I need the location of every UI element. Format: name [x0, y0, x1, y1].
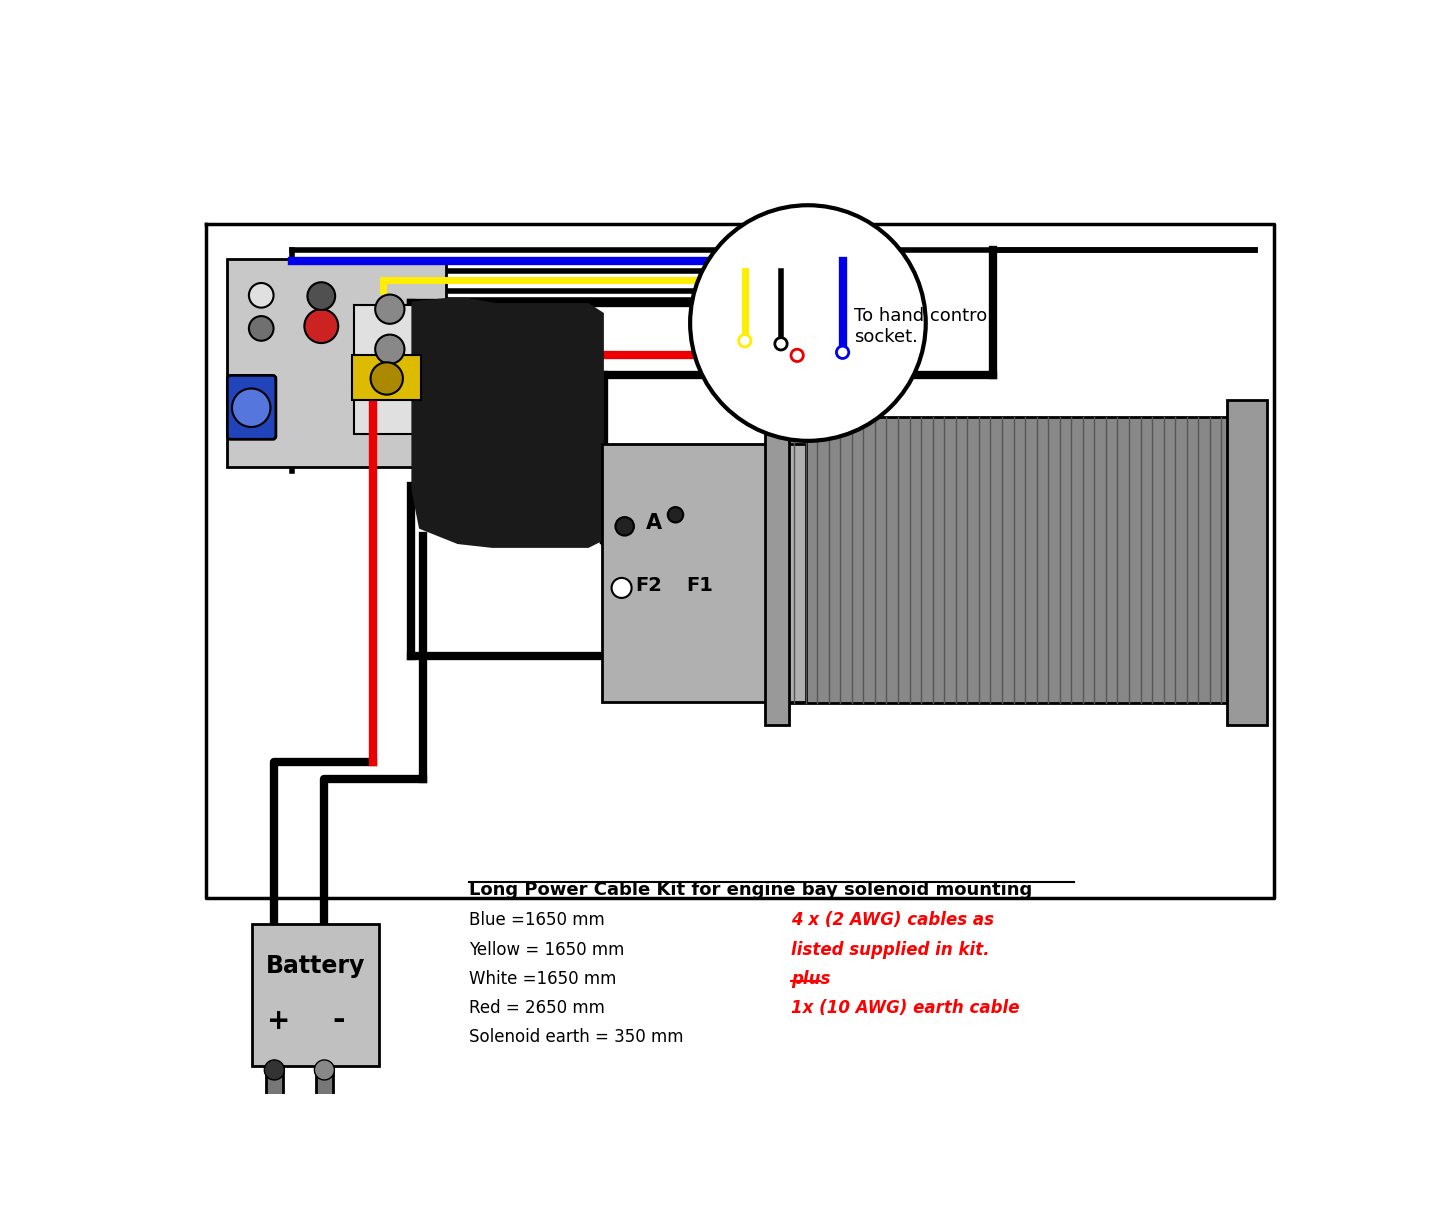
Text: 4 x (2 AWG) cables as: 4 x (2 AWG) cables as [790, 912, 994, 929]
Text: 1x (10 AWG) earth cable: 1x (10 AWG) earth cable [790, 999, 1020, 1018]
Text: listed supplied in kit.: listed supplied in kit. [790, 940, 990, 959]
Text: To hand control
socket.: To hand control socket. [854, 307, 993, 345]
FancyBboxPatch shape [251, 924, 379, 1066]
Circle shape [315, 1059, 334, 1080]
Circle shape [233, 388, 270, 426]
FancyBboxPatch shape [316, 1066, 332, 1101]
Circle shape [370, 363, 403, 395]
Circle shape [249, 316, 273, 340]
Text: Red = 2650 mm: Red = 2650 mm [470, 999, 605, 1018]
Circle shape [305, 310, 338, 343]
Text: F1: F1 [686, 576, 714, 595]
FancyBboxPatch shape [786, 417, 1230, 703]
FancyBboxPatch shape [675, 477, 795, 696]
Text: Battery: Battery [266, 955, 366, 978]
Circle shape [376, 295, 405, 323]
FancyBboxPatch shape [764, 401, 789, 725]
Circle shape [790, 349, 803, 361]
Text: -: - [332, 1007, 344, 1035]
Text: Solenoid earth = 350 mm: Solenoid earth = 350 mm [470, 1029, 683, 1046]
Text: A: A [646, 514, 662, 533]
Circle shape [616, 517, 634, 536]
Text: Blue =1650 mm: Blue =1650 mm [470, 912, 605, 929]
Text: Long Power Cable Kit for engine bay solenoid mounting: Long Power Cable Kit for engine bay sole… [470, 880, 1032, 898]
Circle shape [249, 283, 273, 307]
Circle shape [691, 205, 926, 441]
FancyBboxPatch shape [227, 375, 276, 439]
FancyBboxPatch shape [601, 444, 806, 702]
Circle shape [837, 347, 848, 359]
FancyBboxPatch shape [266, 1066, 283, 1101]
Text: White =1650 mm: White =1650 mm [470, 970, 617, 988]
Circle shape [775, 338, 788, 350]
Text: F2: F2 [636, 576, 662, 595]
Circle shape [264, 1059, 285, 1080]
Text: Yellow = 1650 mm: Yellow = 1650 mm [470, 940, 624, 959]
Circle shape [611, 578, 631, 599]
Polygon shape [412, 297, 604, 548]
FancyBboxPatch shape [354, 305, 439, 434]
Circle shape [668, 508, 683, 522]
FancyBboxPatch shape [353, 355, 422, 401]
Text: +: + [267, 1007, 290, 1035]
Circle shape [308, 283, 335, 310]
Circle shape [376, 334, 405, 364]
Circle shape [738, 334, 751, 347]
Text: plus: plus [790, 970, 831, 988]
FancyBboxPatch shape [1227, 401, 1267, 725]
FancyBboxPatch shape [227, 259, 447, 467]
